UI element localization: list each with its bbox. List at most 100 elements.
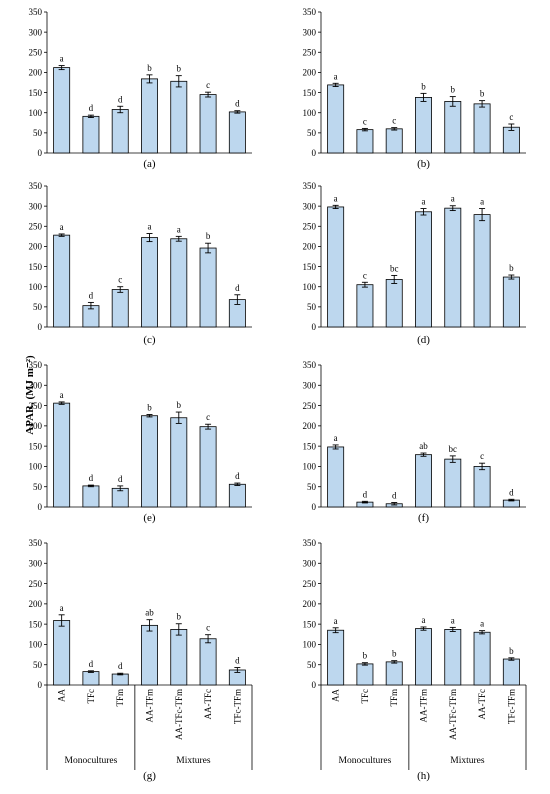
significance-letter: b — [177, 400, 182, 410]
y-tick-label: 200 — [303, 68, 317, 78]
group-label-monocultures: Monocultures — [339, 756, 392, 766]
y-tick-label: 250 — [29, 579, 43, 589]
group-label-mixtures: Mixtures — [450, 756, 485, 766]
significance-letter: ab — [419, 441, 428, 451]
y-tick-label: 350 — [303, 538, 317, 548]
significance-letter: d — [89, 290, 94, 300]
y-tick-label: 300 — [303, 201, 317, 211]
y-tick-label: 150 — [29, 441, 43, 451]
significance-letter: c — [363, 116, 367, 126]
bar — [327, 629, 345, 686]
y-tick-label: 50 — [33, 128, 43, 138]
category-label: TFc — [86, 689, 96, 704]
y-tick-label: 0 — [38, 322, 43, 332]
bar — [415, 97, 432, 154]
y-tick-label: 300 — [29, 201, 43, 211]
bar — [385, 661, 403, 686]
category-label: TFm — [115, 689, 125, 707]
bar — [385, 279, 403, 328]
y-tick-label: 300 — [29, 27, 43, 37]
significance-letter: c — [206, 80, 210, 90]
category-label: TFc — [360, 689, 370, 704]
y-tick-label: 350 — [29, 538, 43, 548]
significance-letter: d — [89, 659, 94, 669]
y-tick-label: 300 — [303, 27, 317, 37]
bar — [53, 620, 71, 686]
y-tick-label: 200 — [303, 242, 317, 252]
category-label: TFm — [389, 689, 399, 707]
significance-letter: c — [118, 275, 122, 285]
significance-letter: c — [509, 112, 513, 122]
significance-letter: c — [363, 270, 367, 280]
bar — [111, 673, 129, 686]
panel-caption: (g) — [143, 770, 156, 782]
significance-letter: a — [60, 390, 64, 400]
significance-letter: d — [235, 656, 240, 666]
y-tick-label: 100 — [303, 640, 317, 650]
bar — [327, 206, 345, 328]
significance-letter: a — [334, 193, 338, 203]
panel-c: 0 50 100 150 200 250 300 350 a d c a a b d (c) — [29, 181, 252, 346]
bar — [111, 289, 129, 328]
category-label: AA-TFc — [477, 689, 487, 720]
panel-f: 0 50 100 150 200 250 300 350 a d d ab bc c d (f) — [303, 360, 526, 524]
significance-letter: d — [118, 474, 123, 484]
significance-letter: c — [206, 412, 210, 422]
significance-letter: d — [235, 99, 240, 109]
y-tick-label: 150 — [29, 619, 43, 629]
bar — [415, 628, 432, 686]
significance-letter: a — [451, 194, 455, 204]
y-tick-label: 300 — [29, 380, 43, 390]
significance-letter: b — [363, 651, 368, 661]
panel-caption: (d) — [417, 334, 430, 346]
significance-letter: b — [480, 89, 485, 99]
bar — [199, 426, 217, 508]
y-tick-label: 100 — [303, 282, 317, 292]
panel-caption: (a) — [143, 158, 156, 170]
y-tick-label: 250 — [29, 47, 43, 57]
y-tick-label: 350 — [29, 181, 43, 191]
bar — [502, 658, 520, 686]
y-tick-label: 250 — [303, 401, 317, 411]
significance-letter: b — [147, 63, 152, 73]
bar — [111, 109, 129, 154]
y-tick-label: 300 — [29, 558, 43, 568]
panel-a: 0 50 100 150 200 250 300 350 a d d b b c d (a) — [29, 7, 252, 170]
y-tick-label: 200 — [29, 68, 43, 78]
y-tick-label: 100 — [29, 108, 43, 118]
y-tick-label: 200 — [303, 421, 317, 431]
significance-letter: d — [118, 661, 123, 671]
bar — [53, 67, 71, 154]
significance-letter: d — [509, 487, 514, 497]
bar — [473, 466, 491, 508]
panel-caption: (f) — [418, 512, 429, 524]
bar — [444, 629, 462, 686]
significance-letter: d — [89, 473, 94, 483]
y-tick-label: 50 — [307, 482, 317, 492]
y-tick-label: 50 — [33, 482, 43, 492]
significance-letter: b — [177, 64, 182, 74]
y-axis-label: APAR, (MJ m⁻²) — [24, 355, 36, 435]
bar — [82, 115, 100, 154]
panel-h: 0 50 100 150 200 250 300 350 a b b a a a b AA TFc TFm AA-T… — [303, 538, 527, 782]
significance-letter: a — [422, 615, 426, 625]
y-tick-label: 300 — [303, 380, 317, 390]
category-label: TFc-TFm — [506, 689, 516, 724]
panel-caption: (c) — [143, 334, 156, 346]
bar — [53, 234, 71, 328]
category-label: AA — [57, 689, 67, 702]
bar — [444, 207, 462, 328]
y-tick-label: 50 — [33, 302, 43, 312]
panel-b: 0 50 100 150 200 250 300 350 a c c b b b c (b) — [303, 7, 526, 170]
bar — [385, 128, 403, 154]
significance-letter: b — [392, 649, 397, 659]
y-tick-label: 0 — [312, 148, 317, 158]
y-tick-label: 0 — [38, 148, 43, 158]
bar — [170, 238, 188, 328]
significance-letter: d — [89, 103, 94, 113]
bar — [199, 638, 217, 686]
bar — [327, 446, 345, 508]
y-tick-label: 0 — [312, 680, 317, 690]
y-tick-label: 50 — [307, 128, 317, 138]
